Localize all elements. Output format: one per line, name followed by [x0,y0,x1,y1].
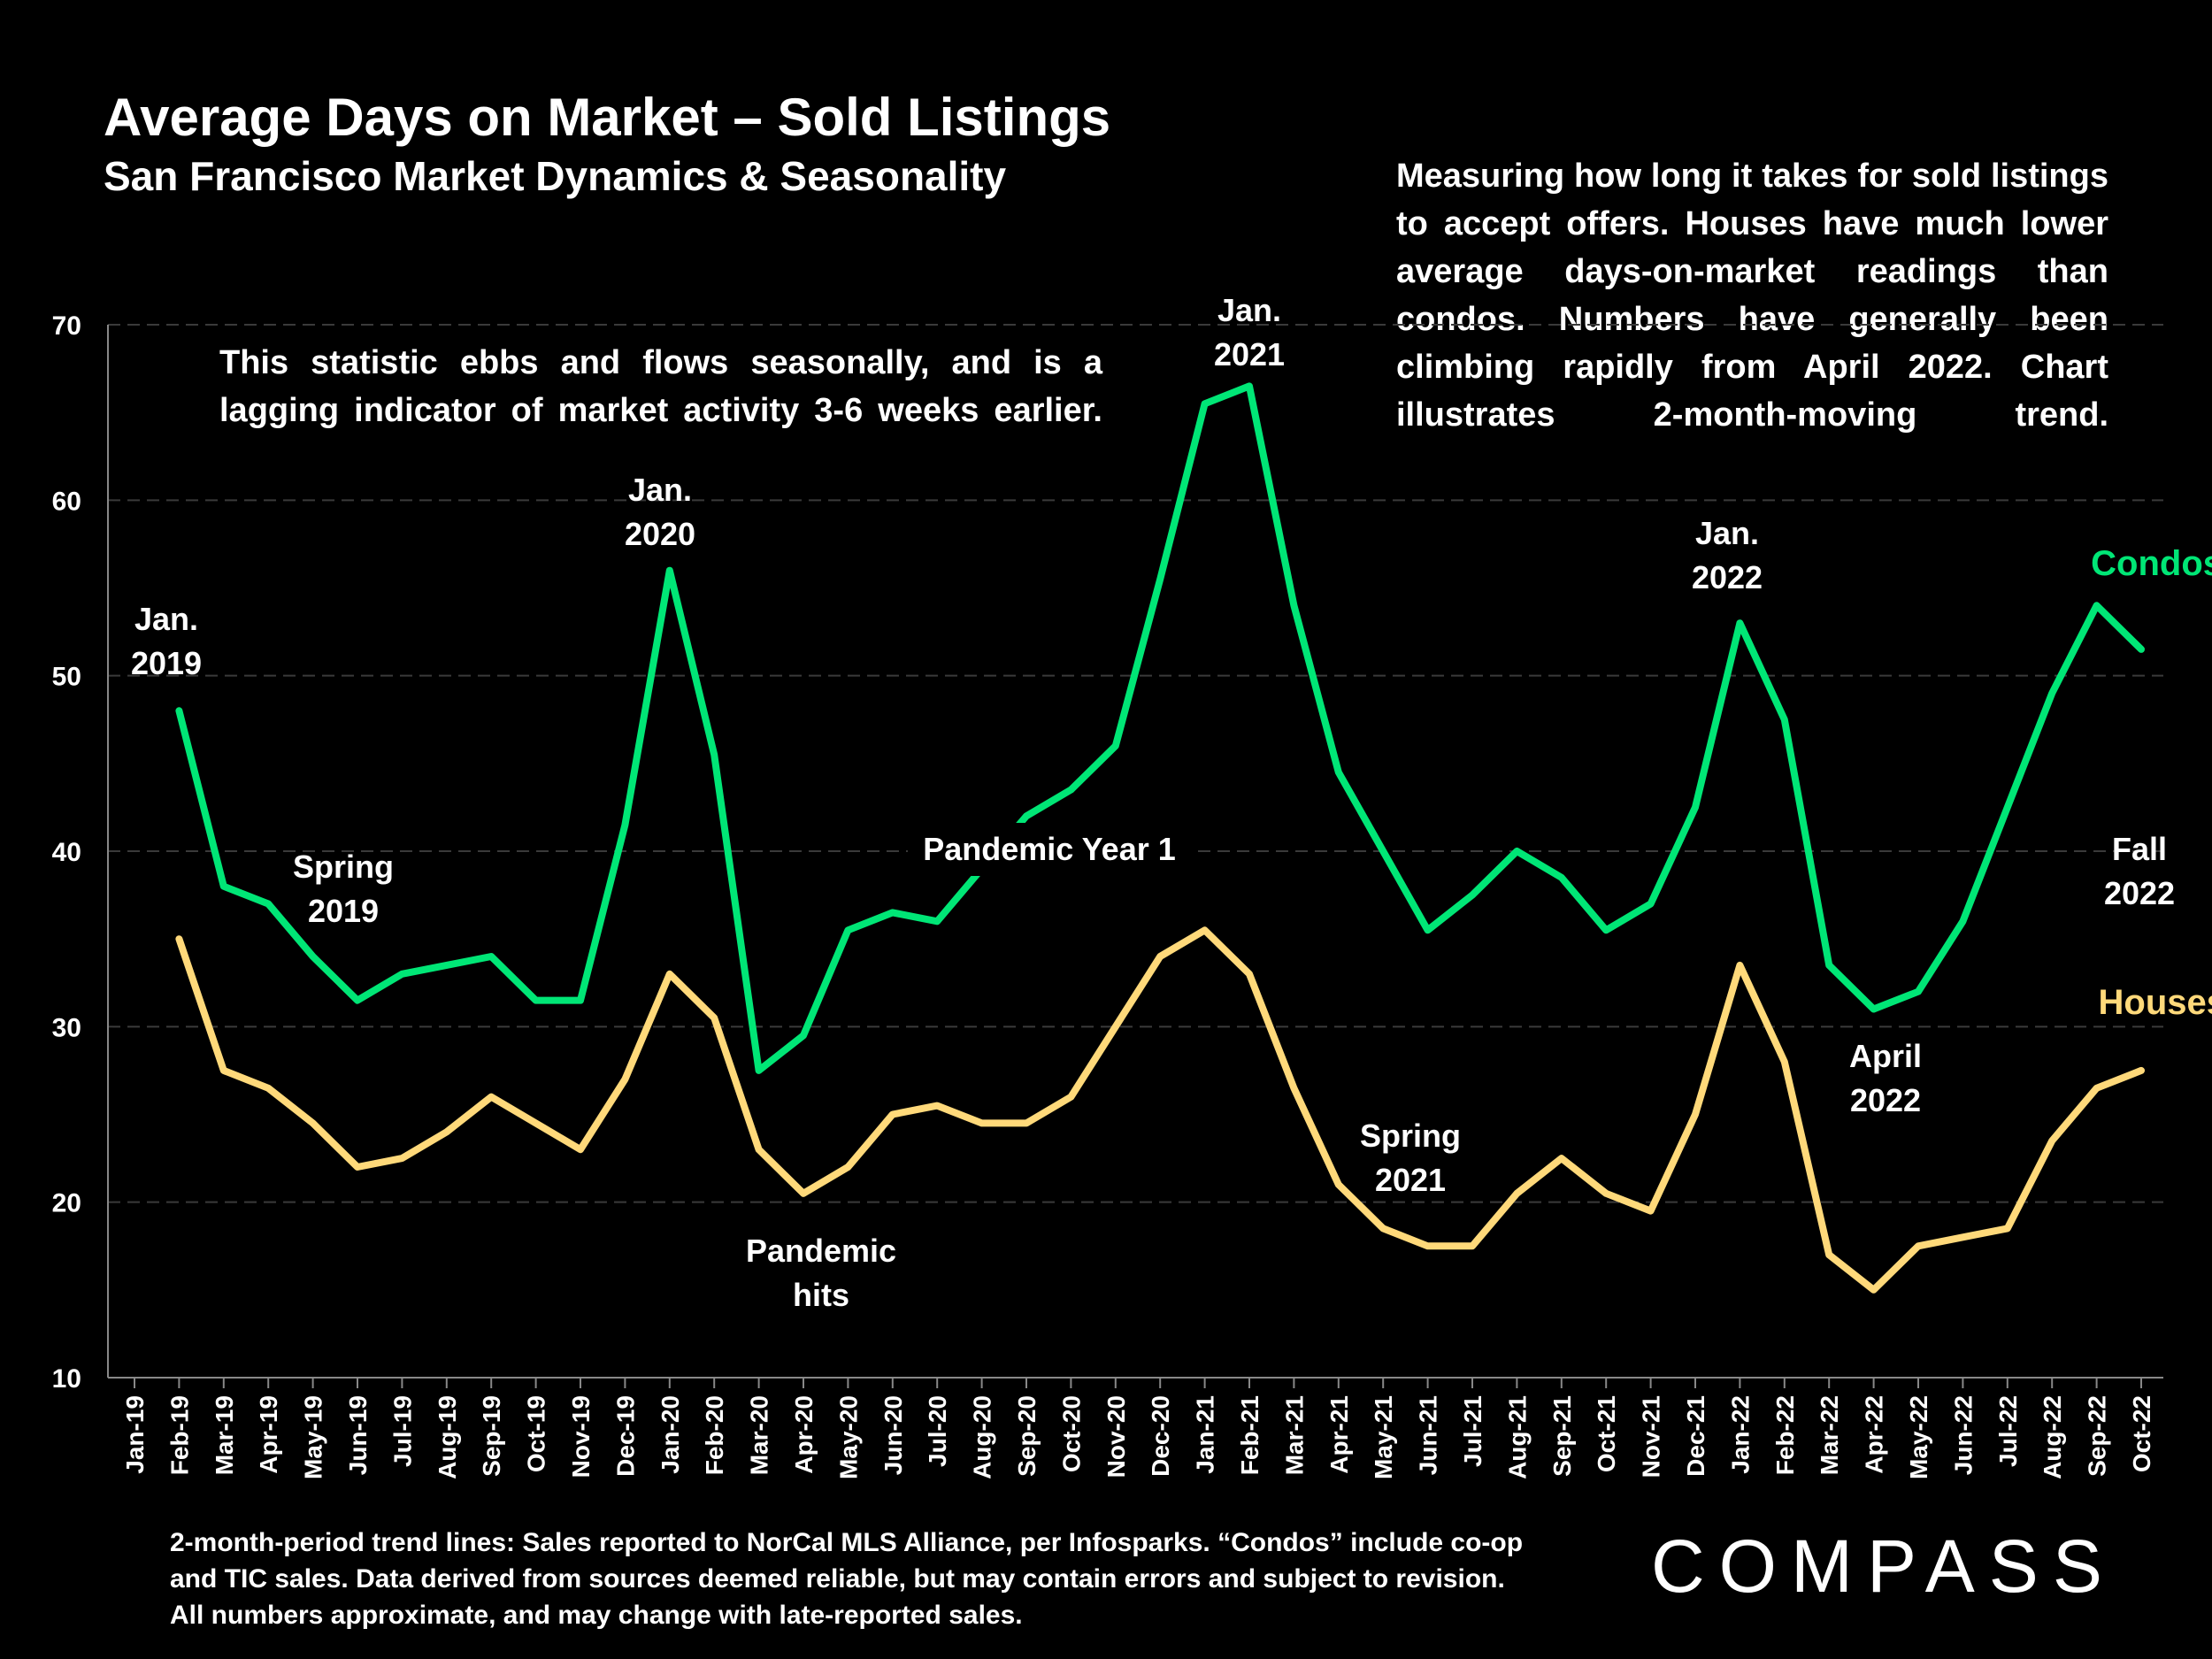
annotation-label: Pandemic Year 1 [923,831,1176,867]
annotation-backdrop [908,823,1191,876]
x-tick-label: Jan-20 [657,1395,684,1474]
footnote-line: 2-month-period trend lines: Sales report… [170,1528,1524,1557]
chart-title: Average Days on Market – Sold Listings [104,88,1111,147]
x-tick-label: Aug-20 [969,1395,996,1479]
x-tick-label: Jun-19 [344,1395,372,1475]
footnote-line: All numbers approximate, and may change … [170,1601,1023,1630]
x-tick-label: Apr-19 [255,1395,282,1474]
y-tick-label: 60 [52,487,81,516]
x-tick-label: Nov-19 [567,1395,595,1478]
series-line-houses [175,926,2145,1294]
x-tick-label: Jan-19 [121,1395,149,1474]
x-tick-label: Apr-22 [1861,1395,1888,1474]
y-tick-label: 20 [52,1189,81,1218]
annotation-label: April 2022 [1849,1038,1922,1118]
annotation-label: Spring 2019 [293,849,394,929]
x-tick-label: Apr-20 [790,1395,818,1474]
series-line-condos [175,382,2145,1074]
x-tick-label: Jun-20 [879,1395,907,1475]
x-tick-label: Oct-21 [1593,1395,1620,1472]
x-tick-label: Dec-19 [611,1395,639,1477]
x-tick-label: Jul-22 [1994,1395,2022,1467]
x-tick-label: May-21 [1370,1395,1397,1479]
x-tick-label: Jul-20 [924,1395,951,1467]
x-tick-label: Sep-20 [1013,1395,1041,1477]
x-tick-label: Dec-20 [1147,1395,1174,1477]
axes [107,325,2163,1388]
x-tick-label: Oct-19 [523,1395,550,1472]
y-tick-label: 10 [52,1364,81,1394]
x-tick-label: Sep-22 [2084,1395,2111,1477]
source-footnote: 2-month-period trend lines: Sales report… [170,1525,1550,1633]
x-tick-label: Oct-22 [2128,1395,2155,1472]
x-tick-label: Apr-21 [1325,1395,1353,1474]
x-tick-label: Jul-19 [388,1395,416,1467]
x-tick-label: Feb-22 [1771,1395,1799,1475]
chart-subtitle: San Francisco Market Dynamics & Seasonal… [104,153,1007,199]
x-tick-label: Jun-22 [1949,1395,1977,1475]
annotation-label: Jan. 2022 [1692,515,1763,595]
x-tick-label: Aug-21 [1503,1395,1531,1479]
y-tick-labels: 10 20 30 40 50 60 70 [52,311,81,1394]
x-tick-label: Jun-21 [1415,1395,1442,1475]
footnote-line: and TIC sales. Data derived from sources… [170,1564,1505,1594]
x-tick-label: Nov-21 [1638,1395,1665,1478]
x-tick-label: Oct-20 [1057,1395,1085,1472]
annotation-label: Pandemic hits [746,1233,896,1313]
annotation-label: Condos [2091,544,2212,583]
x-tick-label: Jan-21 [1192,1395,1219,1474]
chart-annotations: Jan. 2019 Spring 2019 Jan. 2020 Pandemic hits Pa… [131,292,2212,1313]
gridlines [108,324,2163,1203]
x-tick-label: Mar-21 [1280,1395,1308,1475]
x-tick-label: May-22 [1905,1395,1932,1479]
annotation-label: Houses [2099,983,2212,1022]
x-tick-label: May-19 [300,1395,327,1479]
x-tick-label: Aug-22 [2039,1395,2066,1479]
x-tick-label: Sep-21 [1548,1395,1576,1477]
x-tick-label: Nov-20 [1102,1395,1130,1478]
compass-logo: COMPASS [1651,1525,2116,1608]
series-lines [175,382,2145,1294]
x-tick-label: Mar-22 [1816,1395,1843,1475]
x-tick-label: Jul-21 [1459,1395,1486,1467]
x-tick-label: Feb-19 [165,1395,193,1475]
x-tick-label: May-20 [834,1395,862,1479]
description-note: Measuring how long it takes for sold lis… [1396,157,2108,434]
annotation-label: Spring 2021 [1360,1118,1461,1198]
seasonality-note: This statistic ebbs and flows seasonally… [219,344,1102,429]
x-tick-label: Feb-20 [701,1395,728,1475]
x-tick-label: Dec-21 [1682,1395,1709,1477]
y-tick-label: 70 [52,311,81,341]
x-tick-label: Sep-19 [478,1395,505,1477]
annotation-label: Jan. 2020 [625,472,695,552]
annotation-label: Jan. 2021 [1214,292,1285,373]
x-tick-label: Mar-20 [746,1395,773,1475]
x-tick-label: Jan-22 [1726,1395,1754,1474]
x-tick-label: Mar-19 [211,1395,238,1475]
annotation-label: Jan. 2019 [131,601,202,681]
y-tick-label: 40 [52,838,81,867]
x-tick-label: Feb-21 [1236,1395,1263,1475]
y-tick-label: 50 [52,663,81,692]
x-tick-label: Aug-19 [434,1395,461,1479]
y-tick-label: 30 [52,1013,81,1042]
annotation-label: Fall 2022 [2104,831,2175,911]
x-tick-labels: Jan-19 Feb-19 Mar-19 Apr-19 May-19 Jun-19 Jul-… [121,1395,2155,1479]
